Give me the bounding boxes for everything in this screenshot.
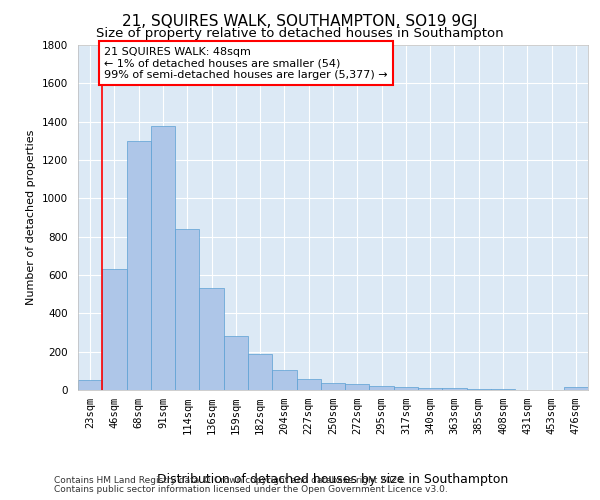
- Bar: [78, 380, 102, 390]
- Bar: [151, 126, 175, 390]
- X-axis label: Distribution of detached houses by size in Southampton: Distribution of detached houses by size …: [157, 472, 509, 486]
- Bar: [248, 354, 272, 390]
- Text: Contains public sector information licensed under the Open Government Licence v3: Contains public sector information licen…: [54, 485, 448, 494]
- Bar: [199, 288, 224, 390]
- Bar: [102, 269, 127, 390]
- Bar: [296, 378, 321, 390]
- Bar: [370, 386, 394, 390]
- Bar: [418, 388, 442, 390]
- Text: Contains HM Land Registry data © Crown copyright and database right 2024.: Contains HM Land Registry data © Crown c…: [54, 476, 406, 485]
- Bar: [272, 370, 296, 390]
- Bar: [394, 387, 418, 390]
- Bar: [467, 389, 491, 390]
- Bar: [127, 141, 151, 390]
- Bar: [175, 229, 199, 390]
- Bar: [321, 384, 345, 390]
- Text: 21 SQUIRES WALK: 48sqm
← 1% of detached houses are smaller (54)
99% of semi-deta: 21 SQUIRES WALK: 48sqm ← 1% of detached …: [104, 46, 388, 80]
- Bar: [345, 384, 370, 390]
- Y-axis label: Number of detached properties: Number of detached properties: [26, 130, 37, 305]
- Bar: [224, 336, 248, 390]
- Text: 21, SQUIRES WALK, SOUTHAMPTON, SO19 9GJ: 21, SQUIRES WALK, SOUTHAMPTON, SO19 9GJ: [122, 14, 478, 29]
- Text: Size of property relative to detached houses in Southampton: Size of property relative to detached ho…: [96, 28, 504, 40]
- Bar: [564, 387, 588, 390]
- Bar: [442, 388, 467, 390]
